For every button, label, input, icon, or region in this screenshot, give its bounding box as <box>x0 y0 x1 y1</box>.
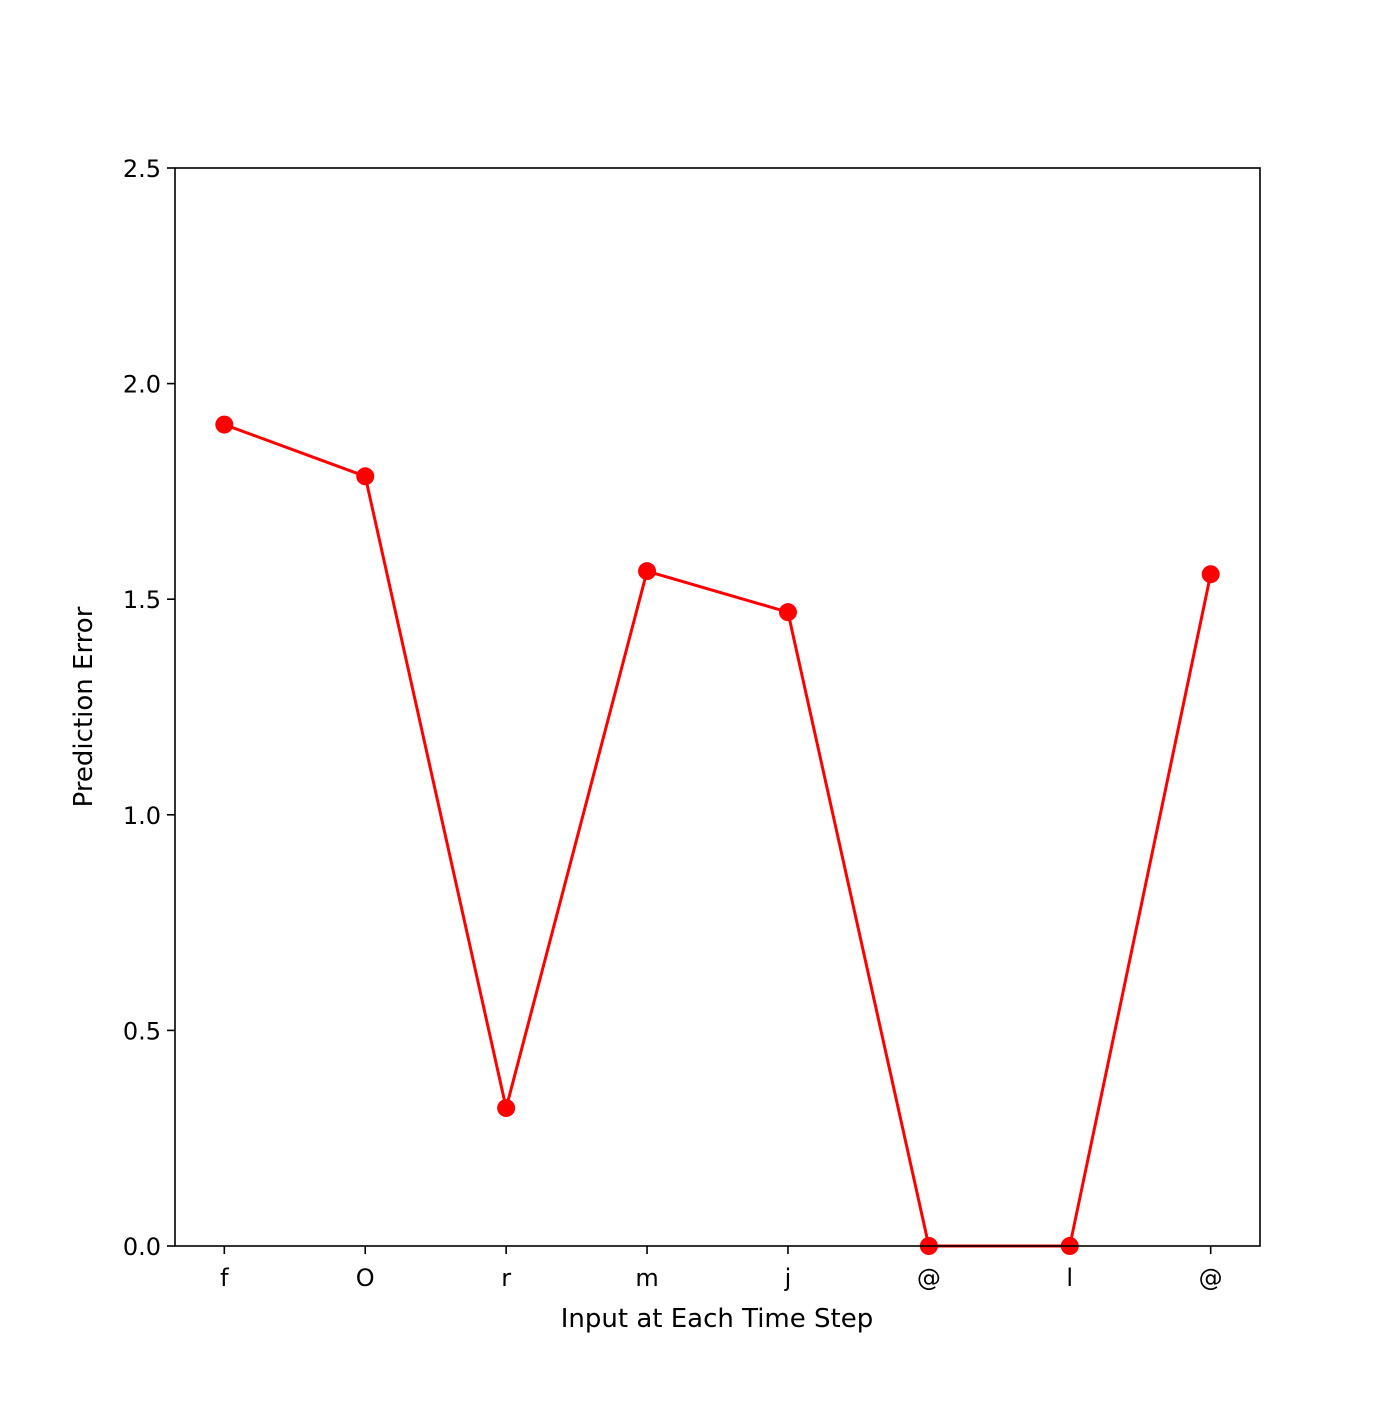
y-axis-label: Prediction Error <box>69 606 99 807</box>
x-tick-label: f <box>220 1264 229 1292</box>
data-point <box>1201 565 1220 584</box>
y-tick-label: 2.0 <box>123 371 161 399</box>
x-tick-label: r <box>501 1264 511 1292</box>
x-tick-label: O <box>356 1264 375 1292</box>
y-axis-ticks: 0.0 0.5 1.0 1.5 2.0 2.5 <box>123 155 175 1261</box>
x-axis-label: Input at Each Time Step <box>561 1304 873 1334</box>
y-tick-label: 2.5 <box>123 155 161 183</box>
x-tick-label: @ <box>1199 1264 1223 1292</box>
x-tick-label: m <box>635 1264 658 1292</box>
y-tick-label: 0.5 <box>123 1017 161 1045</box>
x-tick-label: l <box>1066 1264 1073 1292</box>
plot-area-frame <box>174 167 1261 1247</box>
data-point <box>778 603 797 622</box>
data-point <box>497 1099 516 1118</box>
y-tick-label: 1.0 <box>123 802 161 830</box>
data-point <box>638 562 657 581</box>
x-tick-label: @ <box>917 1264 941 1292</box>
y-tick-label: 0.0 <box>123 1233 161 1261</box>
data-point <box>215 415 234 434</box>
x-tick-label: j <box>784 1264 792 1292</box>
data-point <box>356 467 375 486</box>
y-tick-label: 1.5 <box>123 586 161 614</box>
